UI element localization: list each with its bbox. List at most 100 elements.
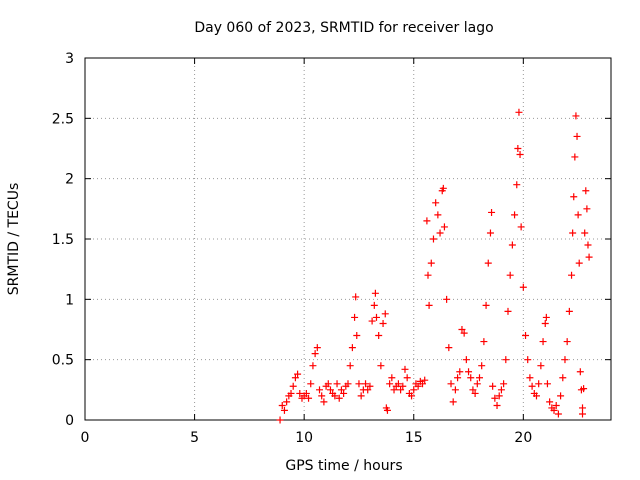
data-point bbox=[333, 380, 341, 388]
data-point bbox=[469, 386, 477, 394]
data-point bbox=[370, 301, 378, 309]
data-point bbox=[305, 394, 313, 402]
data-point bbox=[524, 356, 532, 364]
data-point bbox=[436, 229, 444, 237]
x-tick-label: 5 bbox=[190, 430, 199, 446]
data-point bbox=[528, 382, 536, 390]
data-point bbox=[495, 392, 503, 400]
data-point bbox=[410, 386, 418, 394]
data-point bbox=[454, 374, 462, 382]
data-series bbox=[276, 108, 593, 424]
data-point bbox=[514, 145, 522, 152]
data-point bbox=[554, 410, 562, 418]
data-point bbox=[513, 181, 521, 189]
data-point bbox=[335, 394, 343, 402]
data-point bbox=[473, 380, 481, 388]
data-point bbox=[511, 211, 519, 219]
data-point bbox=[331, 392, 339, 400]
data-point bbox=[491, 394, 499, 402]
data-point bbox=[584, 241, 592, 249]
grid bbox=[85, 58, 611, 420]
y-tick-label: 0 bbox=[65, 413, 74, 429]
data-point bbox=[569, 229, 577, 237]
data-point bbox=[542, 313, 550, 321]
data-point bbox=[434, 211, 442, 219]
data-point bbox=[346, 362, 354, 370]
data-point bbox=[486, 229, 494, 237]
data-point bbox=[403, 374, 411, 382]
data-point bbox=[517, 223, 525, 231]
data-point bbox=[456, 368, 464, 376]
data-point bbox=[316, 386, 324, 394]
data-point bbox=[526, 374, 534, 382]
data-point bbox=[425, 301, 433, 309]
x-tick-label: 15 bbox=[405, 430, 423, 446]
data-point bbox=[467, 374, 475, 382]
y-tick-label: 0.5 bbox=[52, 353, 74, 369]
data-point bbox=[585, 253, 593, 261]
x-tick-label: 0 bbox=[81, 430, 90, 446]
data-point bbox=[458, 326, 466, 333]
data-point bbox=[401, 365, 409, 373]
data-point bbox=[570, 193, 578, 201]
data-point bbox=[355, 380, 363, 388]
data-point bbox=[429, 235, 437, 243]
data-point bbox=[326, 386, 334, 394]
data-point bbox=[371, 289, 379, 297]
data-point bbox=[276, 416, 284, 424]
data-point bbox=[372, 313, 380, 321]
data-point bbox=[388, 374, 396, 382]
data-point bbox=[366, 382, 374, 390]
x-tick-label: 20 bbox=[514, 430, 532, 446]
data-point bbox=[368, 317, 376, 325]
data-point bbox=[294, 370, 302, 378]
data-point bbox=[537, 362, 545, 370]
data-point bbox=[550, 406, 558, 414]
data-point bbox=[465, 368, 473, 376]
data-point bbox=[397, 386, 405, 394]
data-point bbox=[583, 205, 591, 213]
data-point bbox=[340, 389, 348, 397]
data-point bbox=[375, 332, 383, 340]
data-point bbox=[318, 392, 326, 400]
y-tick-label: 1 bbox=[65, 292, 74, 308]
data-point bbox=[307, 380, 315, 388]
data-point bbox=[580, 385, 588, 393]
data-point bbox=[445, 344, 453, 352]
data-point bbox=[311, 350, 319, 358]
data-point bbox=[504, 307, 512, 315]
data-point bbox=[489, 382, 497, 390]
data-point bbox=[383, 406, 391, 414]
data-point bbox=[353, 332, 361, 340]
data-point bbox=[390, 386, 398, 394]
data-point bbox=[278, 402, 286, 410]
data-point bbox=[480, 338, 488, 346]
data-point bbox=[386, 380, 394, 388]
data-point bbox=[557, 392, 565, 400]
data-point bbox=[582, 187, 590, 195]
data-point bbox=[563, 338, 571, 346]
data-point bbox=[432, 199, 440, 207]
data-point bbox=[541, 319, 549, 327]
data-point bbox=[532, 392, 540, 400]
data-point bbox=[337, 386, 345, 394]
data-point bbox=[296, 389, 304, 397]
data-point bbox=[443, 295, 451, 303]
data-point bbox=[449, 398, 457, 406]
data-point bbox=[280, 406, 288, 414]
data-point bbox=[377, 362, 385, 370]
data-point bbox=[291, 374, 299, 382]
data-point bbox=[568, 271, 576, 279]
data-point bbox=[324, 380, 332, 388]
data-point bbox=[357, 392, 365, 400]
data-point bbox=[313, 344, 321, 352]
data-point bbox=[399, 382, 407, 390]
data-point bbox=[571, 153, 579, 161]
data-point bbox=[381, 310, 389, 318]
data-point bbox=[394, 380, 402, 388]
data-point bbox=[484, 259, 492, 267]
data-point bbox=[576, 368, 584, 376]
data-point bbox=[302, 389, 310, 397]
data-point bbox=[579, 410, 587, 418]
data-point bbox=[574, 211, 582, 219]
